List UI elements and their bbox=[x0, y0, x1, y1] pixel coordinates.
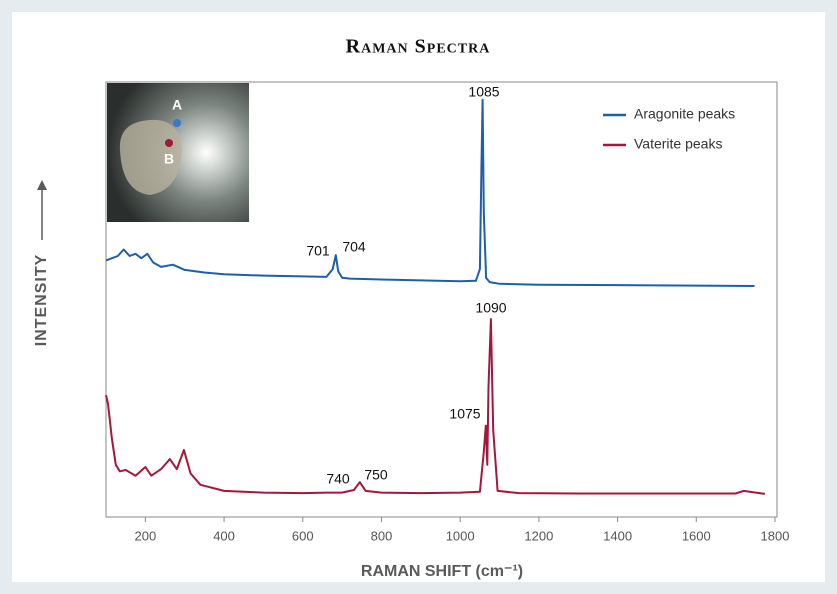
photo-shape bbox=[119, 119, 182, 195]
point-a bbox=[173, 119, 181, 127]
y-axis-label: INTENSITY bbox=[33, 254, 50, 347]
inset-label: A bbox=[172, 97, 182, 113]
x-tick-label: 800 bbox=[371, 528, 393, 543]
series-line bbox=[105, 318, 765, 495]
peak-label: 1085 bbox=[468, 84, 499, 100]
point-b bbox=[165, 139, 173, 147]
peak-label: 1090 bbox=[475, 300, 506, 316]
series-line bbox=[105, 98, 755, 287]
legend-label: Vaterite peaks bbox=[634, 136, 722, 152]
x-tick-label: 400 bbox=[213, 528, 235, 543]
x-tick-label: 1800 bbox=[761, 528, 790, 543]
x-tick-label: 600 bbox=[292, 528, 314, 543]
x-tick-label: 1600 bbox=[682, 528, 711, 543]
x-tick-label: 200 bbox=[135, 528, 157, 543]
inset-label: B bbox=[164, 151, 174, 167]
peak-label: 740 bbox=[326, 471, 350, 487]
peak-label: 750 bbox=[364, 467, 388, 483]
y-arrow-head bbox=[37, 180, 47, 190]
inset-photo: A B bbox=[107, 83, 249, 222]
peak-label: 704 bbox=[342, 239, 366, 255]
peak-label: 701 bbox=[306, 243, 330, 259]
chart-title: Raman Spectra bbox=[346, 36, 491, 58]
x-tick-label: 1000 bbox=[446, 528, 475, 543]
plot-frame bbox=[105, 81, 778, 518]
legend-label: Aragonite peaks bbox=[634, 106, 735, 122]
x-tick-label: 1200 bbox=[524, 528, 553, 543]
x-tick-label: 1400 bbox=[603, 528, 632, 543]
peak-label: 1075 bbox=[449, 406, 480, 422]
x-axis-label: RAMAN SHIFT (cm⁻¹) bbox=[361, 563, 523, 580]
